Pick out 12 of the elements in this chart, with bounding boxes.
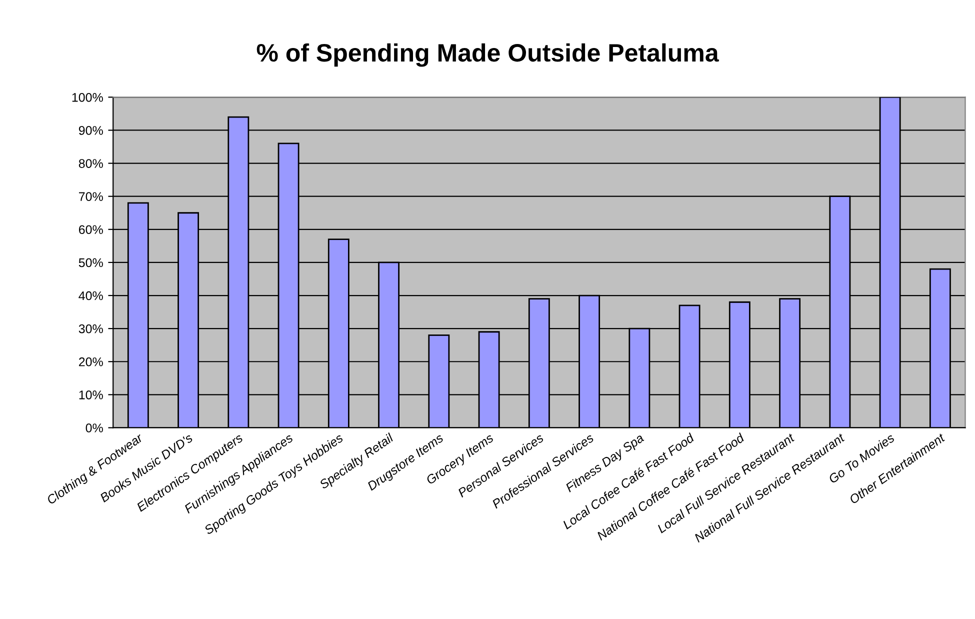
y-tick-label: 50%	[78, 258, 103, 268]
y-tick-label: 10%	[79, 390, 103, 400]
chart-title: % of Spending Made Outside Petaluma	[256, 43, 719, 67]
y-tick-label: 30%	[78, 324, 103, 334]
y-tick-label: 40%	[78, 291, 103, 300]
y-tick-label: 70%	[79, 192, 103, 201]
y-tick-label: 100%	[72, 92, 103, 102]
y-tick-label: 20%	[78, 357, 103, 366]
y-tick-label: 0%	[86, 424, 103, 432]
y-tick-label: 90%	[78, 126, 103, 135]
y-tick-label: 60%	[78, 225, 103, 234]
y-tick-label: 80%	[78, 159, 103, 168]
